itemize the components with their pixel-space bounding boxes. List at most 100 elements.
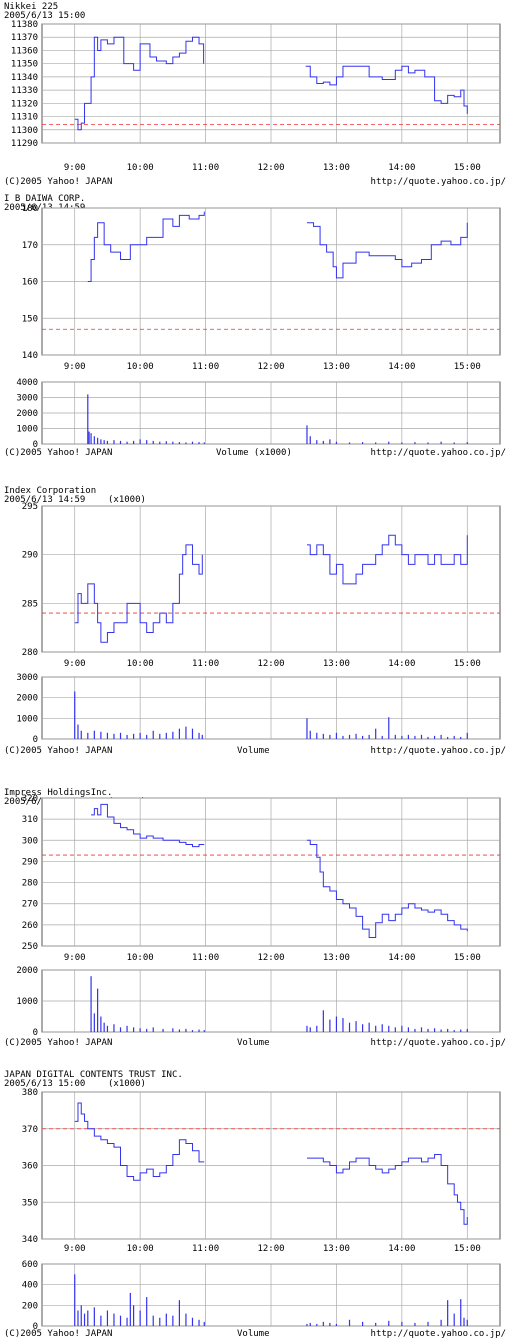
volume-bar <box>97 988 99 1032</box>
volume-tick-label: 3000 <box>16 673 38 683</box>
chart-timestamp: 2005/6/13 15:00 <box>4 11 85 21</box>
volume-bar <box>440 1319 442 1326</box>
volume-bar <box>316 1025 318 1032</box>
price-series-session-1 <box>305 65 468 114</box>
volume-bar <box>165 1313 167 1326</box>
volume-label: Volume <box>237 746 270 756</box>
volume-bar <box>355 1021 357 1032</box>
volume-bar <box>203 1321 205 1326</box>
time-tick-label: 10:00 <box>127 659 154 669</box>
volume-bar <box>440 1029 442 1032</box>
volume-bar <box>74 691 76 739</box>
volume-bar <box>306 1323 308 1326</box>
stock-chart-4: JAPAN DIGITAL CONTENTS TRUST INC.2005/6/… <box>4 1070 506 1339</box>
price-tick-label: 11320 <box>11 99 38 109</box>
chart-timestamp: 2005/6/13 15:00 <box>4 1079 85 1089</box>
volume-bar <box>165 441 167 444</box>
volume-bar <box>93 1013 95 1032</box>
volume-bar <box>401 1321 403 1326</box>
volume-bar <box>309 1027 311 1032</box>
volume-bar <box>420 734 423 739</box>
volume-bar <box>381 735 383 739</box>
time-tick-label: 12:00 <box>257 163 284 173</box>
volume-bar <box>74 1274 76 1326</box>
volume-tick-label: 1000 <box>16 425 38 435</box>
volume-bar <box>335 441 338 444</box>
volume-bar <box>362 1321 364 1326</box>
volume-bar <box>191 1317 194 1326</box>
volume-bar <box>103 1022 105 1032</box>
volume-bar <box>433 1028 436 1032</box>
volume-bar <box>133 733 135 739</box>
volume-bar <box>463 1317 465 1326</box>
volume-bar <box>146 1028 148 1032</box>
volume-bar <box>309 436 311 444</box>
time-tick-label: 15:00 <box>454 1244 481 1254</box>
copyright-text: (C)2005 Yahoo! JAPAN <box>4 448 112 458</box>
chart-title: JAPAN DIGITAL CONTENTS TRUST INC. <box>4 1070 183 1080</box>
volume-bar <box>185 1028 187 1032</box>
price-tick-label: 310 <box>22 815 38 825</box>
volume-tick-label: 0 <box>33 1028 38 1038</box>
volume-bar <box>119 732 122 739</box>
volume-bar <box>93 1307 95 1326</box>
volume-bar <box>375 728 377 739</box>
volume-bar <box>113 1313 115 1326</box>
volume-bar <box>427 442 429 444</box>
price-tick-label: 11370 <box>11 33 38 43</box>
price-tick-label: 350 <box>22 1198 38 1208</box>
source-link[interactable]: http://quote.yahoo.co.jp/ <box>371 746 506 756</box>
time-tick-label: 11:00 <box>192 163 219 173</box>
volume-bar <box>172 1315 174 1326</box>
time-tick-label: 14:00 <box>388 163 415 173</box>
price-series-session-0 <box>87 211 205 282</box>
volume-label: Volume <box>237 1038 270 1048</box>
volume-tick-label: 0 <box>33 1322 38 1332</box>
volume-bar <box>97 437 99 444</box>
volume-bar <box>146 734 148 739</box>
volume-bar <box>93 730 95 739</box>
volume-bar <box>316 440 318 444</box>
volume-bar <box>329 1019 331 1032</box>
time-tick-label: 9:00 <box>64 1244 86 1254</box>
price-series-session-1 <box>306 1153 468 1225</box>
volume-bar <box>159 733 161 739</box>
chart-unit: (x1000) <box>108 495 146 505</box>
volume-bar <box>80 730 82 739</box>
volume-bar <box>203 1030 205 1032</box>
source-link[interactable]: http://quote.yahoo.co.jp/ <box>371 177 506 187</box>
volume-bar <box>100 1016 102 1032</box>
price-tick-label: 340 <box>22 1235 38 1245</box>
volume-bar <box>440 441 442 444</box>
volume-bar <box>113 440 115 444</box>
time-tick-label: 10:00 <box>127 362 154 372</box>
volume-bar <box>178 728 180 739</box>
price-tick-label: 270 <box>22 900 38 910</box>
volume-bar <box>348 1022 351 1032</box>
volume-bar <box>401 442 403 444</box>
volume-bar <box>185 726 187 739</box>
source-link[interactable]: http://quote.yahoo.co.jp/ <box>371 1038 506 1048</box>
price-tick-label: 170 <box>22 241 38 251</box>
volume-bar <box>185 1313 187 1326</box>
source-link[interactable]: http://quote.yahoo.co.jp/ <box>371 1329 506 1339</box>
volume-label: Volume (x1000) <box>216 448 292 458</box>
volume-bar <box>388 441 390 444</box>
time-tick-label: 12:00 <box>257 362 284 372</box>
volume-bar <box>162 1028 164 1032</box>
copyright-text: (C)2005 Yahoo! JAPAN <box>4 177 112 187</box>
volume-bar <box>126 441 128 444</box>
volume-bar <box>198 442 200 444</box>
volume-bar <box>453 1313 455 1326</box>
price-tick-label: 11360 <box>11 46 38 56</box>
volume-bar <box>139 439 141 444</box>
source-link[interactable]: http://quote.yahoo.co.jp/ <box>371 448 506 458</box>
price-series-session-1 <box>306 222 468 279</box>
volume-bar <box>83 1313 86 1326</box>
volume-bar <box>362 735 364 739</box>
volume-bar <box>329 1322 331 1326</box>
volume-tick-label: 0 <box>33 440 38 450</box>
volume-bar <box>388 1320 390 1326</box>
price-tick-label: 290 <box>22 551 38 561</box>
volume-bar <box>129 1292 131 1326</box>
